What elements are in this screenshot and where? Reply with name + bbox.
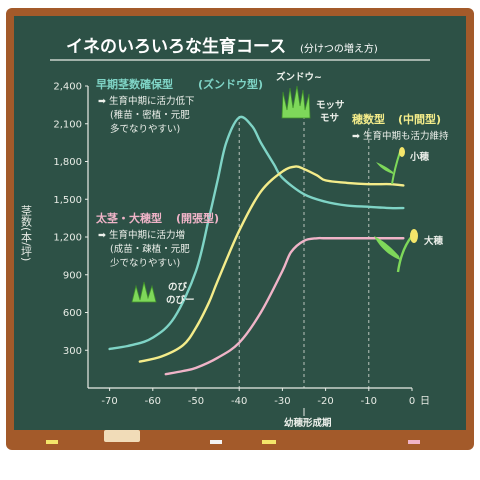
chart-subtitle: (分けつの増え方): [300, 42, 378, 55]
chalk-piece-yellow-2: [262, 440, 276, 444]
kobo-label: 小穂: [409, 151, 430, 163]
small-panicle-illustration: 小穂: [376, 147, 430, 185]
type1-note1: ➡ 生育中期に活力低下: [98, 95, 194, 107]
x-tick-label: -30: [274, 396, 290, 407]
series-line-1: [108, 115, 405, 351]
mossa-label-2: モサ: [320, 113, 339, 124]
chalk-piece-yellow: [46, 440, 58, 444]
y-axis-label: 茎数(本/坪): [20, 205, 33, 262]
series-line-3: [164, 236, 405, 376]
axes: [85, 85, 413, 391]
x-tick-label: -60: [145, 396, 161, 407]
type2-alias: (中間型): [398, 112, 441, 126]
type3-name: 太茎・大穂型: [95, 211, 162, 225]
sparse-grass-icon: [131, 281, 157, 303]
daibo-label: 大穂: [424, 235, 444, 247]
large-panicle-leaf-icon: [374, 236, 400, 260]
type1-label: 早期茎数確保型 (ズンドウ型) ➡ 生育中期に活力低下 (稚苗・密植・元肥 多で…: [96, 77, 263, 135]
y-tick-label: 1,800: [53, 157, 82, 168]
x-unit-label: 日: [420, 396, 430, 407]
type2-name: 穂数型: [352, 112, 385, 126]
nobi-label-1: のび: [168, 281, 188, 293]
mossa-label-1: モッサ: [316, 100, 345, 111]
y-tick-label: 300: [63, 346, 82, 357]
y-tick-label: 1,500: [53, 195, 82, 206]
chalk-piece-pink: [408, 440, 420, 444]
annotation-label: 幼穂形成期: [284, 417, 332, 429]
type3-alias: (開張型): [176, 211, 219, 225]
board-surface: [14, 16, 466, 430]
y-tick-label: 600: [63, 308, 82, 319]
large-panicle-stem-icon: [396, 235, 413, 273]
series-line-2: [138, 165, 405, 363]
type1-note2: (稚苗・密植・元肥: [110, 109, 190, 121]
large-panicle-illustration: 大穂: [374, 229, 444, 273]
type2-note1: ➡ 生育中期も活力維持: [352, 130, 449, 142]
dense-grass-illustration: ズンドウ~ モッサ モサ: [276, 71, 345, 124]
x-tick-label: 0: [409, 396, 415, 407]
tick-labels: 300 600 900 1,200 1,500 1,800 2,100 2,400 -70 -60…: [53, 82, 430, 408]
small-panicle-grain-icon: [399, 147, 405, 157]
y-tick-label: 2,400: [53, 82, 82, 93]
small-panicle-stem-icon: [391, 151, 401, 185]
type1-name: 早期茎数確保型: [96, 77, 173, 91]
type2-label: 穂数型 (中間型) ➡ 生育中期も活力維持: [352, 112, 449, 142]
sparse-grass-illustration: のび のびー: [131, 281, 195, 306]
x-tick-label: -70: [101, 396, 117, 407]
type3-note1: ➡ 生育中期に活力増: [98, 229, 185, 241]
y-tick-label: 900: [63, 270, 82, 281]
zundou-label: ズンドウ~: [276, 71, 322, 83]
type3-note2: (成苗・疎植・元肥: [110, 243, 190, 255]
x-tick-label: -20: [317, 396, 333, 407]
type1-note3: 多でなりやすい): [110, 123, 180, 135]
chalk-piece-white-1: [210, 440, 222, 444]
type1-alias: (ズンドウ型): [198, 77, 263, 91]
large-panicle-grain-icon: [410, 229, 418, 243]
annotation-group: 幼穂形成期: [284, 408, 332, 429]
x-tick-label: -50: [188, 396, 204, 407]
y-tick-label: 2,100: [53, 119, 82, 130]
x-tick-label: -40: [231, 396, 247, 407]
series-lines: [108, 115, 405, 376]
nobi-label-2: のびー: [166, 294, 195, 306]
type3-label: 太茎・大穂型 (開張型) ➡ 生育中期に活力増 (成苗・疎植・元肥 少でなりやす…: [95, 211, 219, 269]
chalk-eraser: [104, 430, 140, 442]
dense-grass-icon: [281, 85, 311, 119]
x-tick-label: -10: [361, 396, 377, 407]
chart-title: イネのいろいろな生育コース: [66, 36, 286, 57]
y-tick-label: 1,200: [53, 233, 82, 244]
type3-note3: 少でなりやすい): [110, 258, 180, 269]
small-panicle-leaf-icon: [376, 162, 393, 174]
